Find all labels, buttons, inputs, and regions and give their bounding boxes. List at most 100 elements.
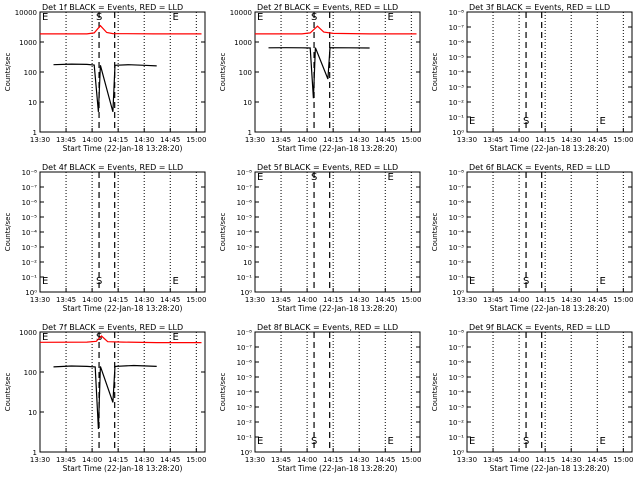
y-tick-label: 10⁻³	[449, 84, 465, 92]
x-tick-label: 13:30	[457, 456, 477, 464]
detector-panel-2: Det 2f BLACK = Events, RED = LLD 13:30 13:…	[219, 3, 421, 153]
x-axis-label: Start Time (22-Jan-18 13:28:20)	[63, 144, 183, 153]
x-tick-label: 15:00	[613, 456, 633, 464]
x-tick-label: 14:15	[108, 296, 128, 304]
x-tick-label: 13:45	[483, 296, 503, 304]
y-tick-label: 10⁻⁸	[449, 9, 465, 17]
end-marker-label-right: E	[599, 276, 605, 287]
y-tick-label: 10⁻⁴	[449, 69, 465, 77]
x-tick-label: 14:00	[509, 136, 529, 144]
y-tick-label: 10⁰	[25, 289, 37, 297]
y-tick-label: 10⁻³	[22, 244, 38, 252]
x-tick-label: 13:45	[483, 456, 503, 464]
x-tick-label: 13:45	[56, 136, 76, 144]
y-tick-label: 10⁻⁴	[237, 229, 253, 237]
y-axis-label: Counts/sec	[219, 213, 227, 252]
y-tick-label: 10⁻⁷	[237, 184, 253, 192]
x-tick-label: 14:00	[509, 456, 529, 464]
panel-title: Det 1f BLACK = Events, RED = LLD	[42, 3, 183, 12]
y-tick-label: 10⁻²	[449, 99, 465, 107]
x-tick-label: 14:00	[297, 456, 317, 464]
y-axis-label: Counts/sec	[4, 53, 12, 92]
detector-panel-6: Det 6f BLACK = Events, RED = LLD 13:30 13:…	[431, 163, 633, 313]
plot-frame	[466, 11, 633, 133]
y-tick-label: 100	[239, 69, 252, 77]
x-tick-label: 15:00	[613, 136, 633, 144]
end-marker-label-right: E	[387, 172, 393, 183]
y-tick-label: 1	[248, 129, 252, 137]
x-tick-label: 14:30	[349, 136, 369, 144]
x-tick-label: 14:30	[349, 296, 369, 304]
x-axis-label: Start Time (22-Jan-18 13:28:20)	[63, 464, 183, 473]
y-tick-label: 10⁰	[240, 449, 252, 457]
y-tick-label: 100	[24, 369, 37, 377]
series-line-lld	[39, 335, 202, 344]
y-axis-label: Counts/sec	[219, 53, 227, 92]
x-tick-label: 14:30	[134, 136, 154, 144]
x-tick-label: 14:45	[587, 456, 607, 464]
x-tick-label: 14:15	[108, 456, 128, 464]
x-axis-label: Start Time (22-Jan-18 13:28:20)	[490, 464, 610, 473]
x-tick-label: 14:15	[323, 136, 343, 144]
y-tick-label: 10⁻²	[22, 259, 38, 267]
y-tick-label: 10	[243, 99, 252, 107]
y-tick-label: 10⁻⁷	[22, 184, 38, 192]
y-tick-label: 1000	[234, 39, 252, 47]
panel-title: Det 6f BLACK = Events, RED = LLD	[469, 163, 610, 172]
end-marker-label-left: E	[469, 276, 475, 287]
x-tick-label: 14:15	[323, 296, 343, 304]
end-marker-label-left: E	[257, 12, 263, 23]
panel-title: Det 4f BLACK = Events, RED = LLD	[42, 163, 183, 172]
x-axis-label: Start Time (22-Jan-18 13:28:20)	[490, 144, 610, 153]
y-tick-label: 10	[28, 99, 37, 107]
y-tick-label: 10⁻¹	[449, 434, 465, 442]
end-marker-label-right: E	[172, 276, 178, 287]
x-tick-label: 13:45	[271, 456, 291, 464]
y-axis-label: Counts/sec	[219, 373, 227, 412]
x-axis-label: Start Time (22-Jan-18 13:28:20)	[490, 304, 610, 313]
y-axis-label: Counts/sec	[431, 213, 439, 252]
x-tick-label: 14:30	[134, 456, 154, 464]
x-tick-label: 13:45	[271, 136, 291, 144]
end-marker-label-left: E	[42, 12, 48, 23]
x-tick-label: 14:45	[375, 296, 395, 304]
x-axis-label: Start Time (22-Jan-18 13:28:20)	[278, 144, 398, 153]
y-tick-label: 10⁻²	[449, 259, 465, 267]
y-tick-label: 10⁻⁶	[449, 359, 465, 367]
y-tick-label: 10⁻⁶	[449, 39, 465, 47]
plot-frame	[39, 331, 206, 453]
x-tick-label: 13:45	[56, 296, 76, 304]
x-tick-label: 14:45	[160, 296, 180, 304]
y-tick-label: 10⁻²	[237, 419, 253, 427]
y-tick-label: 10⁻⁶	[449, 199, 465, 207]
end-marker-label-right: E	[172, 12, 178, 23]
detector-panel-7: Det 7f BLACK = Events, RED = LLD 13:30 13:…	[4, 323, 206, 473]
detector-panel-5: Det 5f BLACK = Events, RED = LLD 13:30 13:…	[219, 163, 421, 313]
panel-title: Det 8f BLACK = Events, RED = LLD	[257, 323, 398, 332]
y-tick-label: 10⁻²	[449, 419, 465, 427]
y-tick-label: 10000	[15, 9, 37, 17]
y-tick-label: 1	[33, 449, 37, 457]
start-marker-label: S	[311, 12, 317, 23]
plot-frame	[254, 331, 421, 453]
x-tick-label: 15:00	[401, 136, 421, 144]
y-tick-label: 10⁻⁴	[449, 229, 465, 237]
x-tick-label: 14:30	[561, 296, 581, 304]
detector-panel-3: Det 3f BLACK = Events, RED = LLD 13:30 13:…	[431, 3, 633, 153]
end-marker-label-right: E	[387, 12, 393, 23]
end-marker-label-left: E	[257, 436, 263, 447]
x-tick-label: 14:15	[535, 296, 555, 304]
y-axis-label: Counts/sec	[431, 53, 439, 92]
end-marker-label-left: E	[257, 172, 263, 183]
x-tick-label: 13:30	[245, 136, 265, 144]
x-tick-label: 14:30	[349, 456, 369, 464]
x-axis-label: Start Time (22-Jan-18 13:28:20)	[278, 304, 398, 313]
y-tick-label: 10⁻⁸	[449, 169, 465, 177]
y-axis-label: Counts/sec	[431, 373, 439, 412]
y-tick-label: 10⁰	[240, 289, 252, 297]
y-tick-label: 1000	[19, 329, 37, 337]
x-tick-label: 14:00	[82, 136, 102, 144]
plot-frame	[466, 331, 633, 453]
start-marker-label: S	[523, 436, 529, 447]
y-tick-label: 10⁻¹	[237, 434, 253, 442]
